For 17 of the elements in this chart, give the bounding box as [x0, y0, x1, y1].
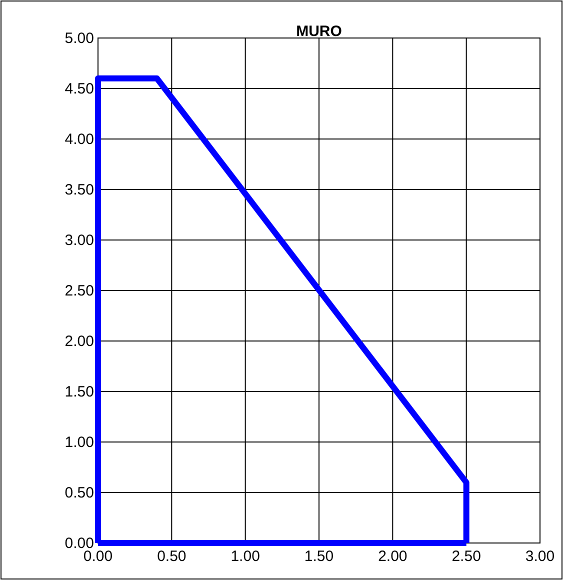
y-tick-label: 5.00 — [64, 30, 94, 47]
x-tick-label: 2.50 — [452, 548, 481, 565]
y-tick-label: 1.00 — [64, 434, 94, 451]
y-tick-label: 3.00 — [64, 232, 94, 249]
y-tick-label: 0.50 — [64, 484, 94, 502]
x-tick-label: 1.50 — [304, 548, 334, 565]
y-tick-label: 4.50 — [64, 80, 94, 98]
y-tick-label: 4.00 — [64, 131, 94, 148]
x-tick-label: 2.00 — [378, 548, 408, 565]
x-tick-label: 1.00 — [230, 548, 260, 565]
y-tick-label: 2.00 — [64, 333, 94, 350]
y-tick-label: 2.50 — [64, 282, 94, 300]
y-tick-label: 3.50 — [64, 182, 94, 198]
y-tick-label: 1.50 — [64, 384, 94, 400]
x-tick-label: 3.00 — [525, 548, 555, 565]
chart-title: MURO — [296, 23, 342, 40]
x-tick-label: 0.50 — [157, 548, 186, 565]
